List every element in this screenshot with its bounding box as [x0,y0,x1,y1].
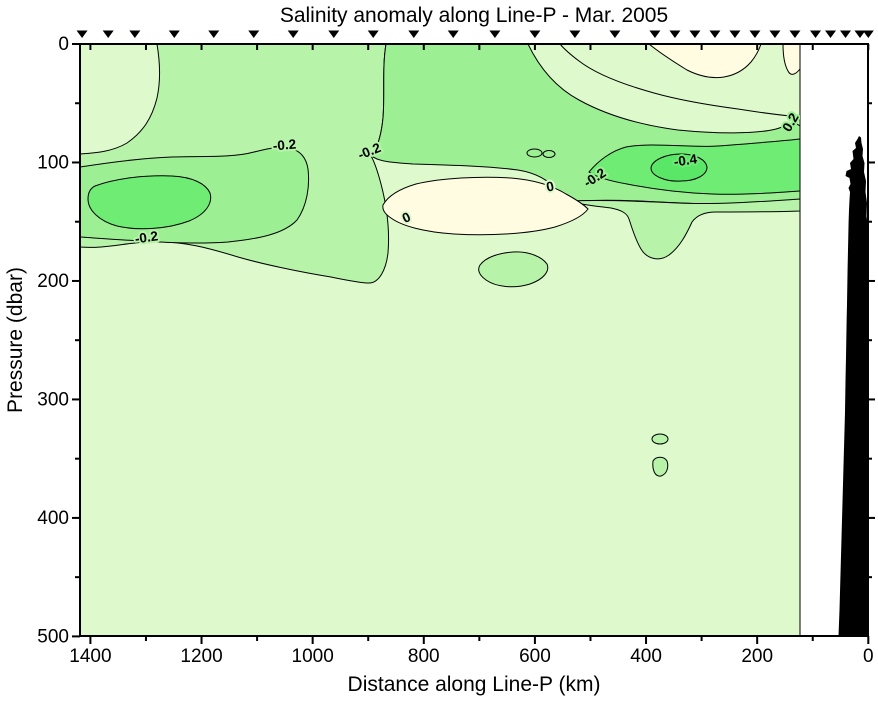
page-title: Salinity anomaly along Line-P - Mar. 200… [280,4,668,27]
contour-label: -0.2 [272,136,296,153]
y-axis-label: Pressure (dbar) [4,267,27,413]
y-tick-label: 100 [37,152,69,173]
station-marker-icon [689,30,701,38]
station-marker-icon [248,30,260,38]
y-tick-labels: 0 100 200 300 400 500 [37,34,69,647]
contour-band-light-east [569,198,800,260]
contour-label: -0.4 [673,151,699,169]
tiny-oval-b [542,150,556,158]
station-marker-icon [854,30,866,38]
station-marker-icon [287,30,299,38]
positive-patch-surface [648,44,762,79]
x-tick-label: 400 [630,646,662,667]
station-marker-icon [749,30,761,38]
station-marker-icon [76,30,88,38]
tiny-patch-lower [652,456,669,477]
x-tick-label: 0 [863,646,874,667]
station-marker-icon [569,30,581,38]
x-axis-label: Distance along Line-P (km) [348,673,601,696]
y-axis-ticks-left [72,43,80,638]
station-marker-icon [102,30,114,38]
contour-core-west [87,175,212,230]
tiny-oval-a [526,148,543,158]
contour-label: -0.2 [134,228,159,246]
y-tick-label: 200 [37,271,69,292]
x-axis-ticks-top [89,44,870,50]
station-marker-icon [129,30,141,38]
x-axis-ticks-bottom [89,636,870,644]
contour-core-east [650,153,708,182]
station-marker-icon [367,30,379,38]
station-marker-icon [447,30,459,38]
station-marker-icon [208,30,220,38]
x-tick-label: 1400 [69,646,111,667]
positive-patch-surface-corner [782,44,800,75]
station-marker-icon [609,30,621,38]
station-marker-icon [669,30,681,38]
y-axis-ticks-right [868,102,875,579]
x-tick-labels: 1400 1200 1000 800 600 400 200 0 [69,646,873,667]
station-marker-icon [862,30,874,38]
station-marker-icon [328,30,340,38]
station-marker-icon [649,30,661,38]
x-tick-label: 800 [408,646,440,667]
station-marker-icon [489,30,501,38]
station-marker-icon [789,30,801,38]
station-marker-icon [529,30,541,38]
station-markers [76,30,874,38]
contour-plot [80,44,800,636]
station-marker-icon [810,30,822,38]
y-tick-label: 400 [37,508,69,529]
x-tick-label: 1200 [180,646,222,667]
y-tick-label: 500 [37,626,69,647]
x-tick-label: 1000 [292,646,334,667]
station-marker-icon [840,30,852,38]
station-marker-icon [729,30,741,38]
positive-lens-deep [382,176,589,236]
station-marker-icon [769,30,781,38]
tiny-patch-upper [651,433,669,445]
station-marker-icon [825,30,837,38]
y-tick-label: 0 [58,34,69,55]
small-patch-mid [478,251,549,288]
x-tick-label: 200 [741,646,773,667]
station-marker-icon [168,30,180,38]
station-marker-icon [408,30,420,38]
x-tick-label: 600 [519,646,551,667]
station-marker-icon [709,30,721,38]
y-tick-label: 300 [37,389,69,410]
bathymetry-silhouette [838,136,868,636]
